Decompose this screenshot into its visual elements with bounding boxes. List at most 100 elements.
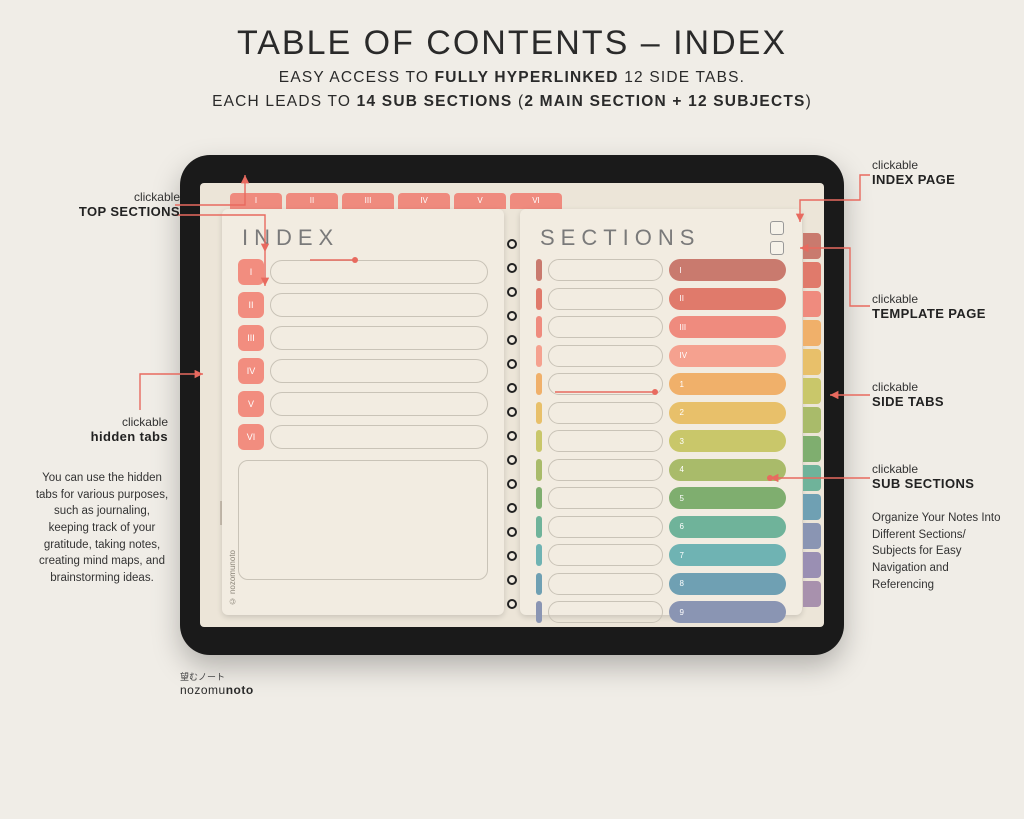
section-chip[interactable] [536,516,542,538]
section-pill[interactable]: IV [669,345,786,367]
section-pill[interactable]: II [669,288,786,310]
section-chip[interactable] [536,573,542,595]
section-pill[interactable]: 1 [669,373,786,395]
side-tab-4[interactable] [803,320,821,346]
section-pill[interactable]: III [669,316,786,338]
index-badge[interactable]: VI [238,424,264,450]
index-badge[interactable]: IV [238,358,264,384]
index-line[interactable] [270,260,488,284]
side-tab-3[interactable] [803,291,821,317]
section-pill[interactable]: 3 [669,430,786,452]
spiral-ring [507,479,517,489]
section-row[interactable]: 6 [536,516,786,538]
index-badge[interactable]: V [238,391,264,417]
section-line[interactable] [548,430,664,452]
index-row[interactable]: III [238,325,488,351]
tablet-frame: IIIIIIIVVVI INDEX IIIIIIIVVVI © nozomuno… [180,155,844,655]
side-tab-8[interactable] [803,436,821,462]
section-chip[interactable] [536,345,542,367]
section-pill[interactable]: 4 [669,459,786,481]
section-pill[interactable]: 7 [669,544,786,566]
section-row[interactable]: 1 [536,373,786,395]
spiral-ring [507,287,517,297]
spiral-binding [507,239,517,595]
top-tab-I[interactable]: I [230,193,282,209]
section-chip[interactable] [536,487,542,509]
index-row[interactable]: I [238,259,488,285]
top-tab-III[interactable]: III [342,193,394,209]
section-line[interactable] [548,487,664,509]
section-chip[interactable] [536,430,542,452]
top-tab-IV[interactable]: IV [398,193,450,209]
section-chip[interactable] [536,373,542,395]
index-badge[interactable]: II [238,292,264,318]
top-tab-V[interactable]: V [454,193,506,209]
section-chip[interactable] [536,601,542,623]
spiral-ring [507,359,517,369]
section-line[interactable] [548,459,664,481]
section-chip[interactable] [536,259,542,281]
section-line[interactable] [548,402,664,424]
index-line[interactable] [270,359,488,383]
section-line[interactable] [548,544,664,566]
section-row[interactable]: 9 [536,601,786,623]
section-row[interactable]: III [536,316,786,338]
template-page-icon[interactable] [770,241,784,255]
section-row[interactable]: 7 [536,544,786,566]
section-row[interactable]: 8 [536,573,786,595]
section-line[interactable] [548,373,664,395]
index-row[interactable]: VI [238,424,488,450]
side-tab-7[interactable] [803,407,821,433]
section-line[interactable] [548,345,664,367]
section-chip[interactable] [536,316,542,338]
index-row[interactable]: V [238,391,488,417]
index-line[interactable] [270,326,488,350]
index-row[interactable]: II [238,292,488,318]
section-pill[interactable]: 5 [669,487,786,509]
section-pill[interactable]: I [669,259,786,281]
side-tab-2[interactable] [803,262,821,288]
section-line[interactable] [548,259,664,281]
index-page-icon[interactable] [770,221,784,235]
index-line[interactable] [270,392,488,416]
section-line[interactable] [548,573,664,595]
section-line[interactable] [548,516,664,538]
side-tab-13[interactable] [803,581,821,607]
section-chip[interactable] [536,544,542,566]
section-line[interactable] [548,601,664,623]
side-tab-9[interactable] [803,465,821,491]
side-tab-12[interactable] [803,552,821,578]
section-pill[interactable]: 6 [669,516,786,538]
index-line[interactable] [270,293,488,317]
section-pill[interactable]: 8 [669,573,786,595]
index-line[interactable] [270,425,488,449]
section-chip[interactable] [536,459,542,481]
side-tab-6[interactable] [803,378,821,404]
spiral-ring [507,503,517,513]
side-tab-5[interactable] [803,349,821,375]
section-row[interactable]: 2 [536,402,786,424]
side-tab-1[interactable] [803,233,821,259]
side-tab-10[interactable] [803,494,821,520]
section-pill[interactable]: 2 [669,402,786,424]
section-chip[interactable] [536,288,542,310]
headline: TABLE OF CONTENTS – INDEX EASY ACCESS TO… [0,0,1024,111]
section-row[interactable]: II [536,288,786,310]
section-row[interactable]: 5 [536,487,786,509]
section-row[interactable]: IV [536,345,786,367]
section-pill[interactable]: 9 [669,601,786,623]
section-row[interactable]: 3 [536,430,786,452]
section-row[interactable]: 4 [536,459,786,481]
section-row[interactable]: I [536,259,786,281]
section-line[interactable] [548,288,664,310]
headline-sub-2: EACH LEADS TO 14 SUB SECTIONS (2 MAIN SE… [0,93,1024,111]
section-line[interactable] [548,316,664,338]
index-badge[interactable]: I [238,259,264,285]
index-row[interactable]: IV [238,358,488,384]
index-note-area[interactable] [238,460,488,580]
top-tab-VI[interactable]: VI [510,193,562,209]
top-tab-II[interactable]: II [286,193,338,209]
side-tab-11[interactable] [803,523,821,549]
index-badge[interactable]: III [238,325,264,351]
section-chip[interactable] [536,402,542,424]
